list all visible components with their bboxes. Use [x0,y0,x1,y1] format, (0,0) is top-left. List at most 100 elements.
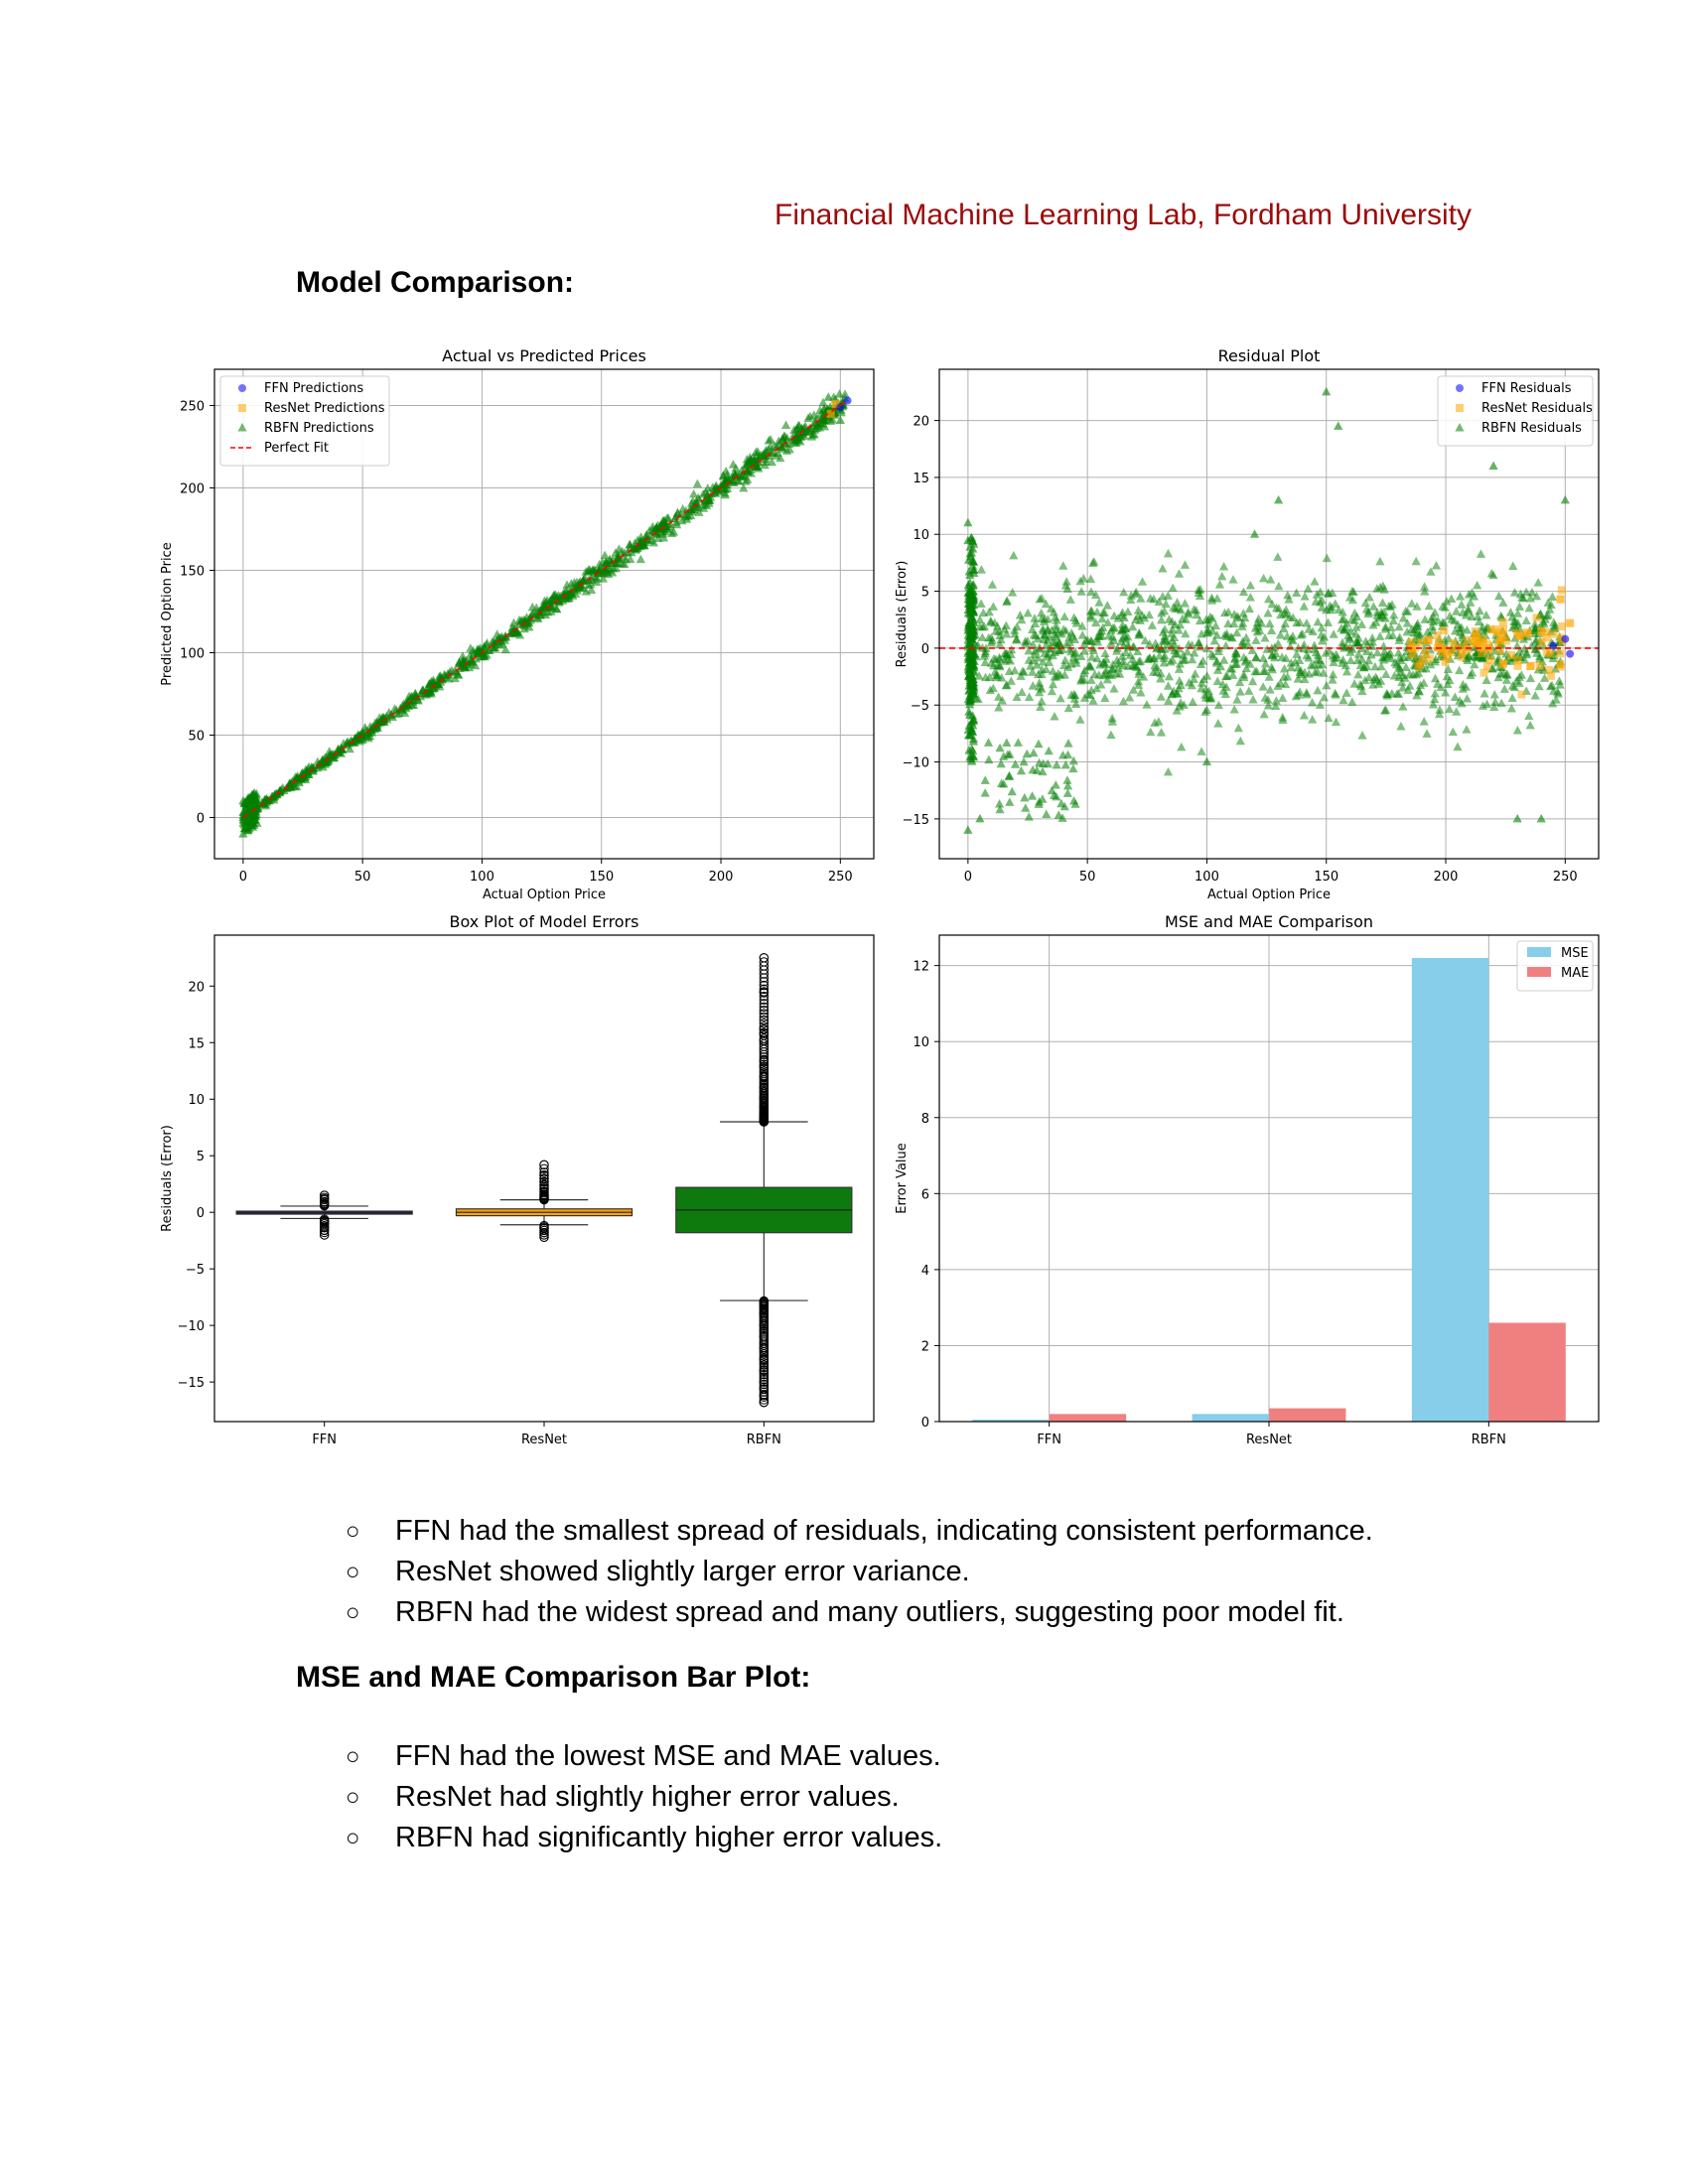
outlier-point [759,977,770,987]
rbfn-point [1032,660,1042,669]
chart-title: Box Plot of Model Errors [449,913,638,931]
bar-mse-ffn [972,1420,1050,1422]
resnet-point [1463,635,1472,644]
rbfn-point [1467,668,1477,677]
y-tick-label: 5 [197,1150,205,1164]
rbfn-point [966,589,976,599]
rbfn-point [963,517,973,527]
rbfn-point [835,415,845,424]
rbfn-point [1455,696,1465,705]
rbfn-point [731,463,741,473]
rbfn-point [598,574,609,583]
rbfn-point [987,635,997,645]
rbfn-point [547,601,557,610]
rbfn-point [1167,616,1177,625]
rbfn-point [1063,739,1073,748]
legend-label: ResNet Residuals [1481,401,1593,416]
rbfn-point [1077,621,1087,630]
rbfn-point [1488,570,1498,580]
rbfn-point [1062,780,1073,790]
rbfn-point [635,554,645,564]
outlier-point [759,1360,770,1370]
rbfn-point [1058,561,1068,570]
rbfn-point [1414,687,1424,696]
bar-mae-rbfn [1488,1322,1566,1422]
rbfn-point [1344,593,1355,602]
mse-mae-bar-chart: MSE and MAE Comparison 0 2 4 6 8 10 12 Error Val… [895,913,1600,1447]
rbfn-point [652,529,662,539]
rbfn-point [1521,587,1531,597]
bullet-glyph: ○ [346,1784,360,1811]
rbfn-point [1310,640,1320,650]
rbfn-point [586,585,597,594]
x-tick-label: FFN [312,1433,337,1447]
legend-label: RBFN Residuals [1481,421,1582,436]
rbfn-point [1151,638,1161,647]
rbfn-point [1521,615,1531,624]
rbfn-point [1281,653,1291,662]
rbfn-point [1508,561,1518,571]
rbfn-point [1038,656,1048,666]
rbfn-point [360,723,370,732]
rbfn-point [1498,598,1508,607]
resnet-point [1442,646,1451,655]
rbfn-point [760,460,770,470]
rbfn-point [967,756,977,765]
rbfn-point [1184,609,1194,618]
rbfn-point [1075,576,1085,586]
rbfn-point [1481,610,1491,619]
rbfn-point [392,709,402,718]
rbfn-point [1000,648,1010,657]
rbfn-point [1107,631,1118,641]
x-tick-label: 250 [1553,870,1578,885]
rbfn-point [1462,725,1472,734]
list-item: ○ FFN had the lowest MSE and MAE values. [338,1736,1628,1777]
rbfn-point [1266,625,1277,634]
rbfn-point [1012,635,1022,644]
rbfn-point [1029,748,1039,757]
rbfn-point [1055,693,1065,703]
rbfn-point [751,462,761,471]
rbfn-point [1451,625,1461,635]
resnet-point [1482,639,1491,648]
rbfn-point [1345,647,1355,656]
rbfn-point [1395,653,1405,662]
rbfn-point [1045,631,1055,641]
rbfn-point [1430,694,1440,704]
rbfn-point [1271,701,1281,711]
rbfn-point [1443,664,1453,674]
legend-swatch [1527,947,1551,957]
rbfn-point [675,509,686,519]
rbfn-point [1209,635,1219,645]
rbfn-point [1355,679,1365,689]
chart-title: Residual Plot [1218,346,1321,365]
rbfn-point [1316,587,1326,597]
rbfn-point [1167,635,1177,645]
rbfn-point [1098,622,1108,632]
rbfn-point [1210,620,1221,630]
outlier-point [319,1199,330,1209]
resnet-point [1556,649,1565,658]
resnet-point [1486,625,1495,634]
rbfn-point [252,818,262,827]
rbfn-point [1203,619,1213,628]
rbfn-point [1253,621,1263,630]
resnet-point [1417,638,1426,647]
resnet-point [1458,648,1467,657]
resnet-point [1513,661,1522,670]
resnet-point [1477,648,1486,657]
rbfn-point [1363,655,1374,665]
rbfn-point [1139,613,1150,622]
rbfn-point [1263,609,1273,617]
rbfn-point [328,752,338,762]
rbfn-point [1430,688,1440,698]
rbfn-point [967,677,977,687]
rbfn-point [1531,591,1542,601]
rbfn-point [1134,680,1144,689]
rbfn-point [779,431,789,441]
rbfn-point [968,580,978,589]
rbfn-point [1360,598,1370,608]
rbfn-point [1191,606,1201,614]
rbfn-point [1337,658,1347,667]
rbfn-point [1066,690,1076,699]
